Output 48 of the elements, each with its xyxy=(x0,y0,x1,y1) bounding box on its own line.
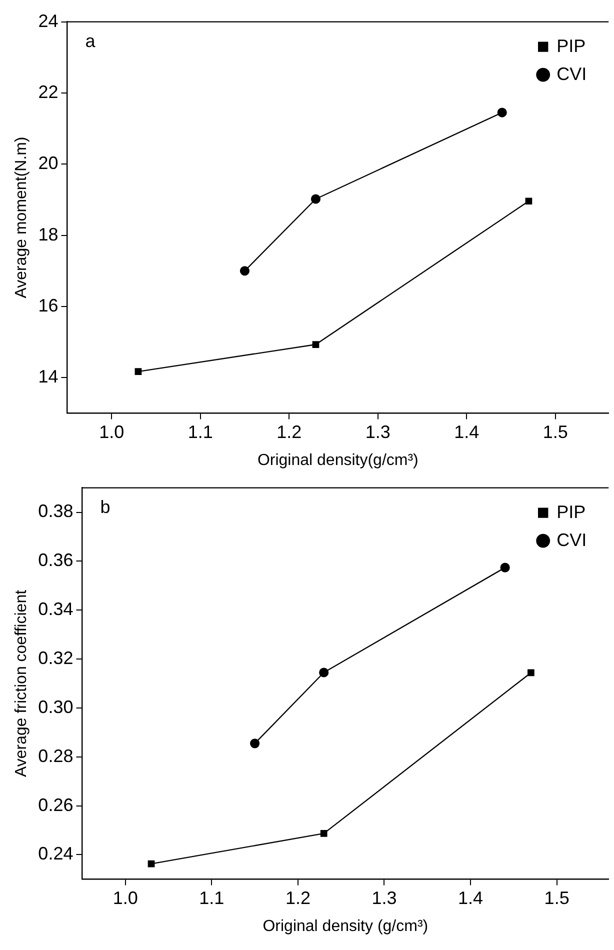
y-tick-label: 14 xyxy=(38,366,58,387)
point xyxy=(319,668,329,678)
point xyxy=(240,266,250,276)
x-tick-label: 1.5 xyxy=(542,422,568,442)
legend-label: PIP xyxy=(556,502,586,522)
y-tick-label: 20 xyxy=(38,153,58,174)
x-axis-title: Original density (g/cm³) xyxy=(262,918,428,935)
y-axis-title: Average moment(N.m) xyxy=(13,136,30,298)
legend-label: CVI xyxy=(556,530,587,550)
x-tick-label: 1.3 xyxy=(365,422,390,442)
point xyxy=(250,738,260,748)
x-tick-label: 1.4 xyxy=(458,888,484,908)
point xyxy=(312,341,320,348)
point xyxy=(148,860,155,868)
annotation: b xyxy=(100,496,110,517)
x-tick-label: 1.5 xyxy=(544,888,570,908)
x-tick-label: 1.2 xyxy=(285,888,310,908)
x-tick-label: 1.0 xyxy=(112,888,138,908)
x-tick-label: 1.1 xyxy=(188,422,213,442)
y-tick-label: 0.30 xyxy=(38,696,74,717)
y-tick-label: 0.38 xyxy=(38,501,74,522)
point xyxy=(497,108,507,118)
point xyxy=(134,368,142,375)
y-tick-label: 0.34 xyxy=(38,599,74,620)
x-tick-label: 1.2 xyxy=(276,422,302,442)
point xyxy=(320,830,328,837)
x-tick-label: 1.1 xyxy=(199,888,224,908)
point xyxy=(500,562,510,572)
x-tick-label: 1.0 xyxy=(99,422,124,442)
x-tick-label: 1.3 xyxy=(372,888,397,908)
y-tick-label: 0.28 xyxy=(38,746,74,766)
x-tick-label: 1.4 xyxy=(454,422,480,442)
y-tick-label: 0.26 xyxy=(38,794,74,815)
point xyxy=(310,194,321,204)
y-tick-label: 0.36 xyxy=(38,550,74,570)
y-tick-label: 22 xyxy=(38,82,58,102)
x-axis-title: Original density(g/cm³) xyxy=(257,452,418,469)
annotation: a xyxy=(85,30,96,51)
legend-label: CVI xyxy=(556,64,587,84)
y-tick-label: 24 xyxy=(38,10,58,31)
y-axis-title: Average friction coefficient xyxy=(13,589,30,778)
point xyxy=(528,669,534,676)
y-tick-label: 0.32 xyxy=(38,648,74,668)
legend-label: PIP xyxy=(556,36,586,56)
y-tick-label: 16 xyxy=(38,295,58,316)
y-tick-label: 0.24 xyxy=(38,844,74,864)
y-tick-label: 18 xyxy=(38,224,58,244)
point xyxy=(525,198,532,205)
